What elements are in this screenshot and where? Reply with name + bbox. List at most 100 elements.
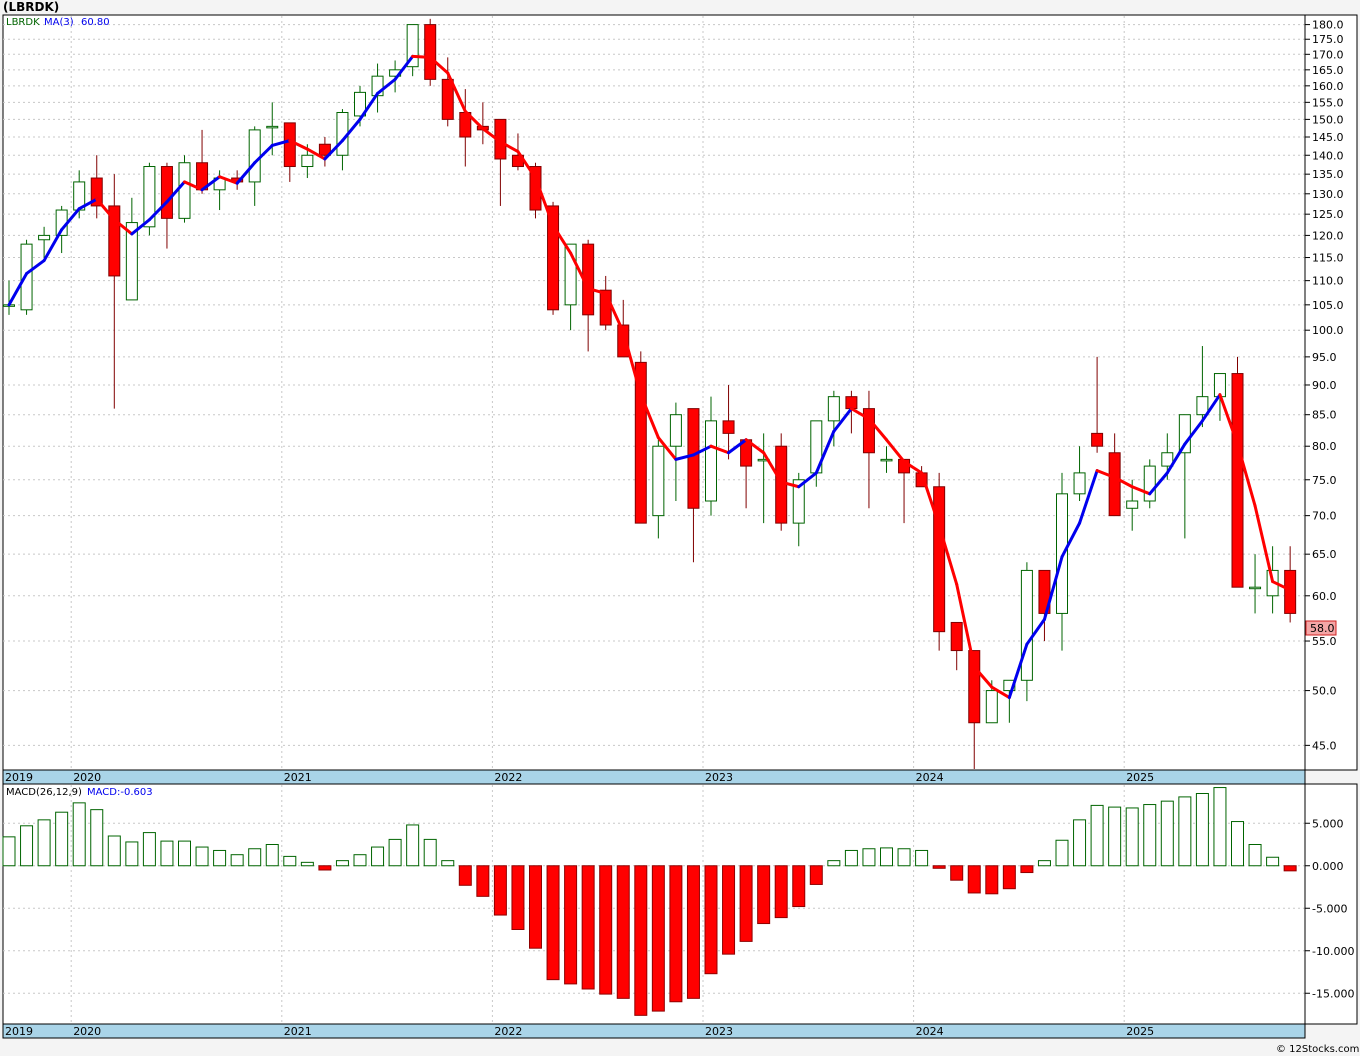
price-tick-label: 110.0 [1312,275,1344,288]
ma-segment [1236,442,1257,508]
candle [564,243,577,331]
macd-bar [90,809,104,867]
macd-bar [897,848,911,867]
ma-segment [1025,617,1046,646]
macd-x-axis-band [2,1023,1306,1039]
candle-body [985,690,998,724]
ma-segment [112,218,134,236]
candle [1020,562,1033,702]
candle [1108,433,1121,517]
year-label: 2021 [284,1025,312,1038]
ma-segment [481,127,502,144]
candle [950,621,963,671]
macd-bar [669,865,683,1003]
ma-segment [1200,393,1222,423]
candle-body [1161,452,1174,467]
ma-segment [1183,419,1204,446]
ma-segment [1130,485,1152,496]
macd-bar [125,841,139,867]
candle-body [634,361,647,524]
macd-legend-value: MACD:-0.603 [87,787,153,798]
ma-segment [885,438,906,464]
price-tick-label: 60.0 [1312,590,1337,603]
ma-segment [183,180,204,192]
ma-segment [867,417,888,442]
candle [108,174,121,409]
candle [318,137,331,167]
candle-body [652,445,665,517]
macd-bar [493,865,507,916]
candle-body [283,122,296,168]
ma-segment [42,228,64,263]
ma-segment [25,259,46,276]
candle-body [669,414,682,447]
price-tick-label: 75.0 [1312,474,1337,487]
price-tick-label: 80.0 [1312,440,1337,453]
candle-body [1249,586,1262,590]
candle [38,226,51,258]
price-y-axis: 45.0 50.0 55.0 60.0 65.0 70.0 75.0 80.0 85.0 90.0… [1305,19,1344,752]
macd-bar [1195,793,1209,867]
candle-body [933,486,946,633]
macd-bar [1055,839,1069,867]
year-label: 2022 [494,771,522,784]
price-x-axis: 2019 2020 2021 2022 2023 2024 2025 [5,771,1154,784]
ma-line [7,54,1292,700]
macd-bar [1160,800,1174,867]
macd-bar [1037,860,1051,867]
ma-segment [498,140,520,154]
candle-body [1284,569,1297,614]
ma-segment [376,77,397,95]
candle-body [20,243,33,311]
macd-bar [230,854,244,867]
ma-segment [1113,475,1134,489]
candle-body [687,408,700,509]
macd-bar [967,865,981,894]
ma-segment [516,150,537,180]
ma-segment [832,407,853,433]
price-x-axis-band [2,769,1306,785]
macd-bar [107,835,121,867]
ma-segment [762,451,783,484]
macd-bars [2,787,1297,1016]
price-gridlines [3,16,1305,769]
candle-body [547,205,560,311]
macd-bar [1178,796,1192,867]
candle-body [862,408,875,454]
year-label: 2024 [916,771,944,784]
macd-bar [739,865,753,942]
macd-bar [1283,865,1297,872]
candle-body [441,78,454,120]
price-tick-label: 90.0 [1312,379,1337,392]
candle-body [705,420,717,502]
ma-segment [814,429,836,475]
macd-axis-panel [1304,783,1358,1025]
macd-bar [283,855,297,867]
price-tick-label: 65.0 [1312,548,1337,561]
macd-bar [546,865,560,981]
candle-body [617,324,630,358]
macd-bar [985,865,999,895]
candle [529,162,542,219]
macd-bar [213,849,227,867]
candle-body [1143,465,1156,502]
candle [143,162,156,236]
candle [1284,546,1297,623]
macd-bar [441,860,455,867]
candle-body [125,222,138,301]
candle [652,439,665,539]
macd-bar [265,844,279,867]
macd-bar [248,848,262,867]
ma-segment [60,207,81,232]
ma-segment [902,460,924,475]
year-label: 2020 [73,771,101,784]
macd-bar [511,865,525,930]
ma-segment [727,438,748,455]
price-tick-label: 175.0 [1312,33,1344,46]
price-tick-label: 145.0 [1312,131,1344,144]
candle-body [301,154,314,168]
candle [547,201,560,315]
macd-bar [932,865,946,869]
macd-bar [2,836,16,867]
macd-bar [704,865,718,975]
